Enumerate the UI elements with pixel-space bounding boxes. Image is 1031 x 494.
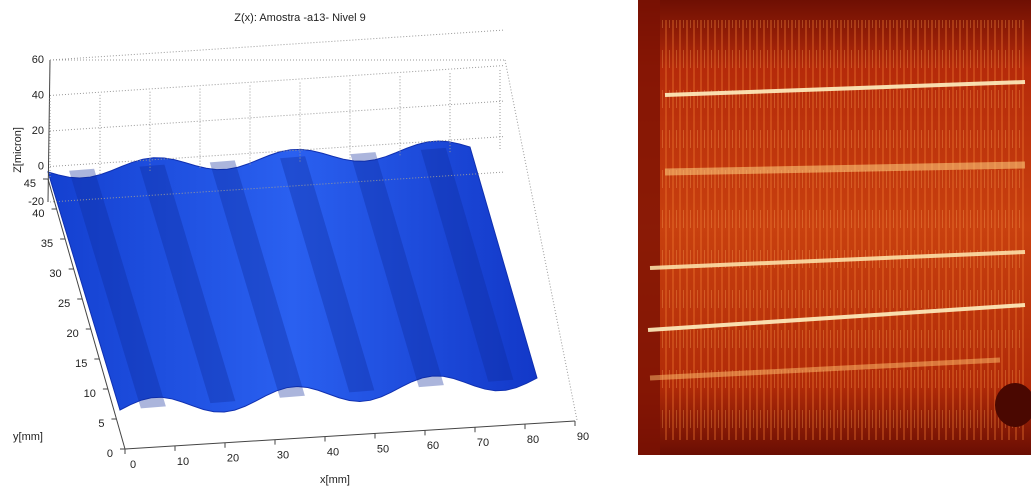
y-tick-label: 25 — [58, 298, 70, 310]
surface-ridge — [420, 147, 514, 382]
x-tick-label: 10 — [177, 456, 189, 468]
x-tick-label: 30 — [277, 450, 289, 462]
grid-line — [49, 136, 506, 167]
surface-ridge — [350, 152, 444, 388]
surface-ridge — [280, 156, 375, 393]
y-axis-label: y[mm] — [13, 431, 43, 443]
z-tick-label: 60 — [32, 54, 44, 66]
z-tick-label: -20 — [28, 196, 44, 208]
z-tick-label: 0 — [38, 160, 44, 172]
x-tick-label: 80 — [527, 434, 539, 446]
x-axis — [124, 420, 576, 450]
y-tick-label: 35 — [41, 238, 53, 250]
z-axis-label: Z[micron] — [12, 127, 24, 173]
grid-line — [49, 171, 506, 203]
surface-area — [47, 140, 538, 413]
grid-line — [49, 29, 506, 61]
z-tick-label: 40 — [32, 89, 44, 101]
surface-ridge — [139, 164, 236, 404]
y-tick-label: 40 — [32, 208, 44, 220]
x-tick-label: 70 — [477, 437, 489, 449]
y-tick-label: 15 — [75, 358, 87, 370]
y-tick-label: 5 — [98, 418, 104, 430]
surface — [47, 140, 538, 413]
x-tick-label: 0 — [130, 459, 136, 471]
y-tick-label: 45 — [24, 178, 36, 190]
x-axis-label: x[mm] — [320, 474, 350, 486]
z-tick-label: 20 — [32, 125, 44, 137]
y-tick-label: 30 — [49, 268, 61, 280]
x-tick-label: 50 — [377, 443, 389, 455]
heatmap-image — [638, 0, 1031, 455]
y-axis — [47, 178, 126, 450]
y-tick-label: 20 — [67, 328, 79, 340]
z-axis — [47, 59, 51, 203]
x-tick-label: 40 — [327, 446, 339, 458]
chart-title: Z(x): Amostra -a13- Nivel 9 — [234, 12, 365, 24]
x-tick-label: 20 — [227, 453, 239, 465]
y-tick-label: 0 — [107, 448, 113, 460]
surface-ridge — [69, 168, 166, 409]
box-edge — [504, 59, 578, 421]
x-tick-label: 60 — [427, 440, 439, 452]
surface-ridge — [209, 160, 305, 398]
grid-line — [49, 100, 506, 132]
grid-line — [49, 65, 506, 96]
x-tick-label: 90 — [577, 431, 589, 443]
y-tick-label: 10 — [84, 388, 96, 400]
